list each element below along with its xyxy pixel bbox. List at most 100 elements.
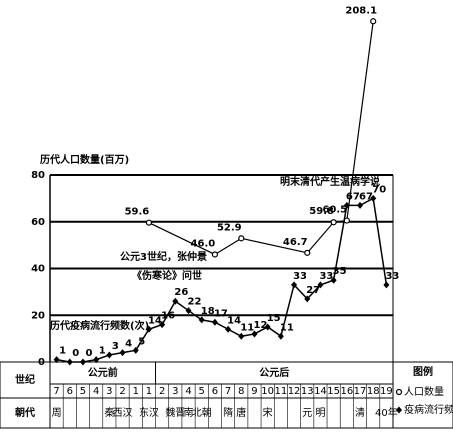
x-tick-label: 5 <box>80 386 86 397</box>
dynasty-label: 秦 <box>104 406 114 419</box>
point <box>132 346 139 354</box>
data-label: 16 <box>161 311 175 322</box>
point <box>251 330 258 338</box>
x-tick-label: 2 <box>159 386 165 397</box>
point <box>198 316 205 324</box>
era-label: 公元前 <box>88 366 118 379</box>
point <box>53 356 60 364</box>
x-tick-label: 3 <box>172 386 178 397</box>
data-label: 33 <box>293 271 307 282</box>
point <box>317 281 324 289</box>
data-label: 35 <box>333 266 347 277</box>
dynasty-label: 东汉 <box>139 406 159 419</box>
connector <box>241 237 308 254</box>
data-label: 18 <box>201 306 215 317</box>
point <box>159 321 166 329</box>
point <box>119 349 126 357</box>
x-tick-label: 2 <box>119 386 125 397</box>
x-tick-label: 14 <box>314 386 327 397</box>
data-label: 0 <box>85 348 92 359</box>
point <box>343 201 350 209</box>
x-tick-label: 4 <box>185 386 191 397</box>
annotation: 《伤寒论》问世 <box>132 269 202 282</box>
data-label: 5 <box>138 336 145 347</box>
dynasty-label: 唐 <box>236 406 246 419</box>
data-label: 70 <box>372 184 386 195</box>
x-tick-label: 19 <box>380 386 393 397</box>
data-label: 11 <box>240 322 254 333</box>
x-tick-label: 9 <box>251 386 257 397</box>
y-tick-label: 20 <box>31 310 45 321</box>
legend-label: 人口数量 <box>404 385 444 398</box>
legend-title: 图例 <box>413 365 433 378</box>
data-label: 59.8 <box>309 206 334 217</box>
dynasty-label: 清 <box>355 406 365 419</box>
point <box>370 18 377 25</box>
x-tick-label: 15 <box>327 386 340 397</box>
point <box>185 307 192 315</box>
data-label: 12 <box>254 320 268 331</box>
data-label: 14 <box>227 315 241 326</box>
point <box>145 219 153 226</box>
dynasty-label: 明 <box>315 407 325 419</box>
data-label: 33 <box>385 271 399 282</box>
dynasty-label: 宋 <box>263 406 273 419</box>
dynasty-label: 魏晋 <box>165 406 185 419</box>
data-label: 1 <box>59 346 66 357</box>
data-label: 22 <box>188 297 202 308</box>
chart-title: 历代人口数量(百万) <box>40 153 129 166</box>
data-label: 14 <box>148 315 162 326</box>
dynasty-label: 隋 <box>223 406 233 419</box>
row-label: 世纪 <box>15 373 35 386</box>
row-label: 朝代 <box>15 406 35 419</box>
point <box>277 332 284 340</box>
data-label: 11 <box>280 322 294 333</box>
data-label: 208.1 <box>345 5 377 16</box>
data-label: 3 <box>112 341 119 352</box>
point <box>66 358 73 366</box>
point <box>370 194 377 202</box>
point <box>106 351 113 359</box>
dynasty-label: 西汉 <box>113 407 133 419</box>
x-tick-label: 8 <box>238 386 244 397</box>
dynasty-label: 元 <box>302 408 312 419</box>
data-label: 17 <box>214 308 228 319</box>
point <box>330 276 337 284</box>
x-tick-label: 7 <box>53 386 59 397</box>
point <box>383 281 390 289</box>
x-tick-label: 5 <box>199 386 205 397</box>
data-label: 4 <box>125 339 132 350</box>
dynasty-label: 南 <box>184 406 194 419</box>
x-tick-label: 18 <box>367 386 380 397</box>
point <box>172 297 179 305</box>
annotation: 明末清代产生温病学说 <box>280 175 380 188</box>
y-tick-label: 80 <box>31 170 45 181</box>
point <box>304 249 311 256</box>
point <box>291 281 298 289</box>
data-label: 67 <box>346 191 360 202</box>
dynasty-label: 周 <box>52 407 62 419</box>
point <box>93 356 100 364</box>
point <box>304 295 311 303</box>
x-tick-label: 1 <box>133 386 139 397</box>
point <box>330 219 337 226</box>
point <box>395 388 403 396</box>
x-tick-label: 4 <box>93 386 99 397</box>
connector <box>148 222 216 256</box>
x-tick-label: 11 <box>274 386 287 397</box>
dynasty-label: 40年 <box>375 406 398 419</box>
point <box>238 332 245 340</box>
data-label: 60.5 <box>322 205 347 216</box>
point <box>357 201 364 209</box>
data-label: 46.0 <box>191 238 216 249</box>
x-tick-label: 13 <box>301 386 314 397</box>
x-tick-label: 6 <box>212 386 218 397</box>
data-label: 0 <box>72 348 79 359</box>
x-tick-label: 3 <box>106 386 112 397</box>
data-label: 33 <box>319 271 333 282</box>
data-label: 1 <box>99 346 106 357</box>
x-tick-label: 10 <box>261 386 274 397</box>
y-tick-label: 0 <box>38 357 45 368</box>
y-tick-label: 60 <box>31 217 45 228</box>
